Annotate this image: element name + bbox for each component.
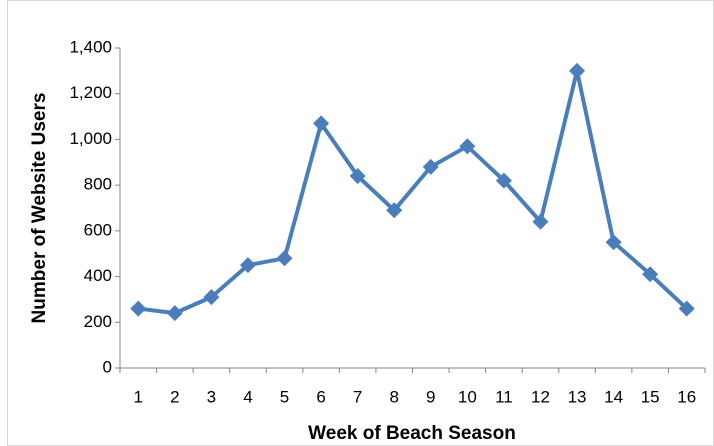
point-marker xyxy=(349,168,366,184)
x-tick-label: 2 xyxy=(170,387,179,406)
point-marker xyxy=(422,158,439,175)
point-marker xyxy=(678,300,695,317)
point-marker xyxy=(459,138,476,155)
line-series xyxy=(138,68,689,316)
point-marker xyxy=(166,305,183,322)
y-tick-label: 800 xyxy=(84,175,112,194)
y-tick-label: 400 xyxy=(84,266,112,285)
y-tick-label: 1,000 xyxy=(69,129,112,148)
point-marker xyxy=(605,234,622,251)
x-tick-label: 13 xyxy=(568,387,587,406)
point-marker xyxy=(130,300,147,317)
x-tick-label: 9 xyxy=(426,387,435,406)
point-marker xyxy=(386,202,403,219)
x-tick-label: 7 xyxy=(353,387,362,406)
point-marker xyxy=(642,266,659,283)
x-tick-label: 1 xyxy=(134,387,143,406)
y-tick-label: 1,400 xyxy=(69,37,112,56)
x-tick-label: 5 xyxy=(280,387,289,406)
y-tick-label: 600 xyxy=(84,220,112,239)
point-marker xyxy=(532,213,549,230)
x-tick-label: 15 xyxy=(641,387,660,406)
x-tick-label: 6 xyxy=(316,387,325,406)
x-tick-label: 12 xyxy=(531,387,550,406)
point-marker xyxy=(495,172,512,189)
point-marker xyxy=(203,289,220,306)
point-marker xyxy=(313,115,330,132)
x-axis-title: Week of Beach Season xyxy=(308,423,516,444)
y-tick-label: 1,200 xyxy=(69,83,112,102)
point-marker xyxy=(276,250,293,267)
x-tick-label: 11 xyxy=(495,387,513,406)
x-tick-label: 14 xyxy=(604,387,623,406)
x-tick-label: 16 xyxy=(677,387,696,406)
point-marker xyxy=(239,257,256,274)
x-tick-label: 4 xyxy=(243,387,252,406)
chart-frame xyxy=(7,0,714,446)
y-tick-label: 200 xyxy=(84,312,112,331)
x-tick-label: 3 xyxy=(207,387,216,406)
x-tick-label: 8 xyxy=(389,387,398,406)
y-axis-title: Number of Website Users xyxy=(29,93,50,324)
y-tick-label: 0 xyxy=(103,357,112,376)
point-marker xyxy=(569,62,586,79)
x-tick-label: 10 xyxy=(458,387,477,406)
